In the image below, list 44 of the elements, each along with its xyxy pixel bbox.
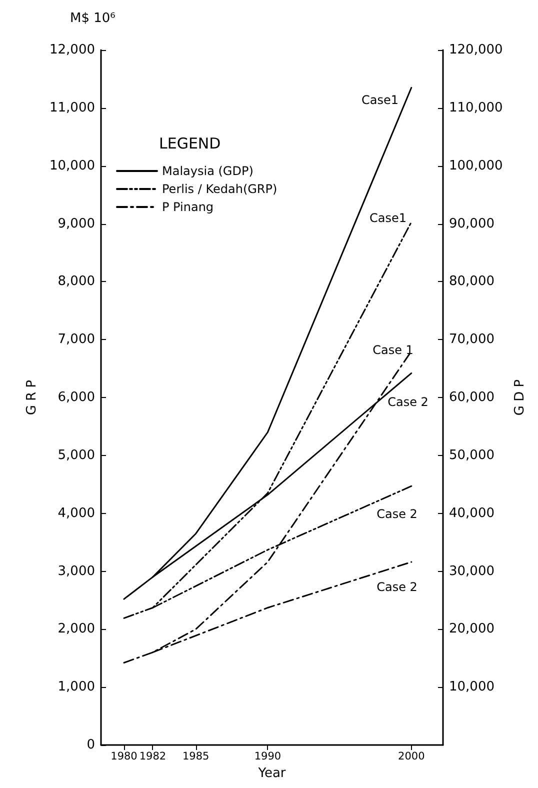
y2-tick-label: 70,000	[449, 332, 494, 348]
legend-label: P Pinang	[162, 200, 214, 214]
y2-tick-label: 40,000	[449, 506, 494, 521]
y-axis-title: G R P	[24, 380, 40, 416]
y-tick-label: 6,000	[58, 390, 95, 405]
annotation: Case1	[361, 93, 399, 107]
y2-tick-label: 90,000	[449, 216, 494, 232]
x-tick-label: 2000	[398, 750, 425, 762]
y-tick-label: 2,000	[58, 622, 95, 637]
y-tick-label: 10,000	[50, 158, 95, 174]
y2-tick-label: 100,000	[449, 158, 503, 174]
legend-label: Malaysia (GDP)	[162, 164, 254, 178]
y-tick-label: 7,000	[58, 332, 95, 348]
annotation: Case 2	[376, 507, 418, 521]
legend-label: Perlis / Kedah(GRP)	[162, 182, 278, 196]
y2-tick-label: 120,000	[449, 42, 503, 58]
y-tick-label: 8,000	[58, 274, 95, 290]
y2-axis-title: G D P	[512, 379, 528, 416]
y2-tick-label: 50,000	[449, 448, 494, 463]
y2-tick-label: 10,000	[449, 680, 494, 695]
annotation: Case 1	[372, 343, 414, 357]
x-tick-label: 1985	[182, 750, 210, 762]
y-tick-label: 4,000	[58, 506, 95, 521]
y2-tick-label: 110,000	[449, 100, 503, 116]
y-tick-label: 11,000	[50, 100, 95, 116]
y2-tick-label: 20,000	[449, 622, 494, 637]
y-tick-label: 1,000	[58, 680, 95, 695]
x-tick-label: 1980	[110, 750, 138, 762]
y-tick-label: 5,000	[58, 448, 95, 463]
x-tick-label: 1982	[139, 750, 166, 762]
x-axis-title: Year	[257, 766, 286, 781]
text: M$ 10⁶	[70, 11, 116, 26]
legend-title: LEGEND	[159, 134, 221, 152]
y-tick-label: 3,000	[58, 564, 95, 579]
y-tick-label: 9,000	[58, 216, 95, 232]
x-tick-label: 1990	[254, 750, 282, 762]
y2-tick-label: 80,000	[449, 274, 494, 290]
y2-tick-label: 60,000	[449, 390, 494, 405]
annotation: Case 2	[388, 395, 428, 409]
annotation: Case 2	[376, 580, 418, 594]
y2-tick-label: 30,000	[449, 564, 494, 579]
y-tick-label: 12,000	[50, 42, 95, 58]
annotation: Case1	[369, 211, 407, 225]
y-tick-label: 0	[86, 738, 95, 752]
